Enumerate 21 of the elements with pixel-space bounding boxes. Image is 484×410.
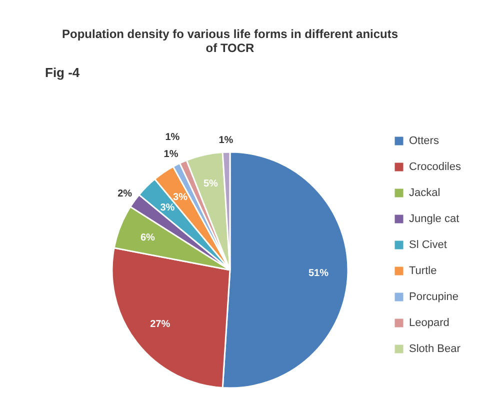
data-label: 1% <box>218 135 234 146</box>
text: Fig -4 <box>45 65 80 80</box>
legend-label: Sl Civet <box>409 239 447 251</box>
data-label: 2% <box>118 188 132 200</box>
data-label: 5% <box>203 178 218 190</box>
legend-label: Leopard <box>409 317 450 329</box>
legend-label: Jungle cat <box>409 213 460 225</box>
data-label: 1% <box>165 132 180 143</box>
legend-label: Jackal <box>409 187 440 199</box>
legend-label: Sloth Bear <box>409 343 461 355</box>
data-label: 1% <box>164 149 178 160</box>
data-label: 3% <box>173 192 188 203</box>
data-label: 51% <box>308 268 329 279</box>
legend-label: Porcupine <box>409 291 459 303</box>
legend-label: Otters <box>409 135 440 147</box>
data-label: 6% <box>140 232 156 244</box>
legend-label: Crocodiles <box>409 161 462 173</box>
chart-title: Population density fo various life forms in different anicuts of TOCR <box>62 27 398 55</box>
data-label: 27% <box>150 319 170 330</box>
legend-label: Turtle <box>409 265 437 277</box>
data-label: 3% <box>160 202 175 214</box>
